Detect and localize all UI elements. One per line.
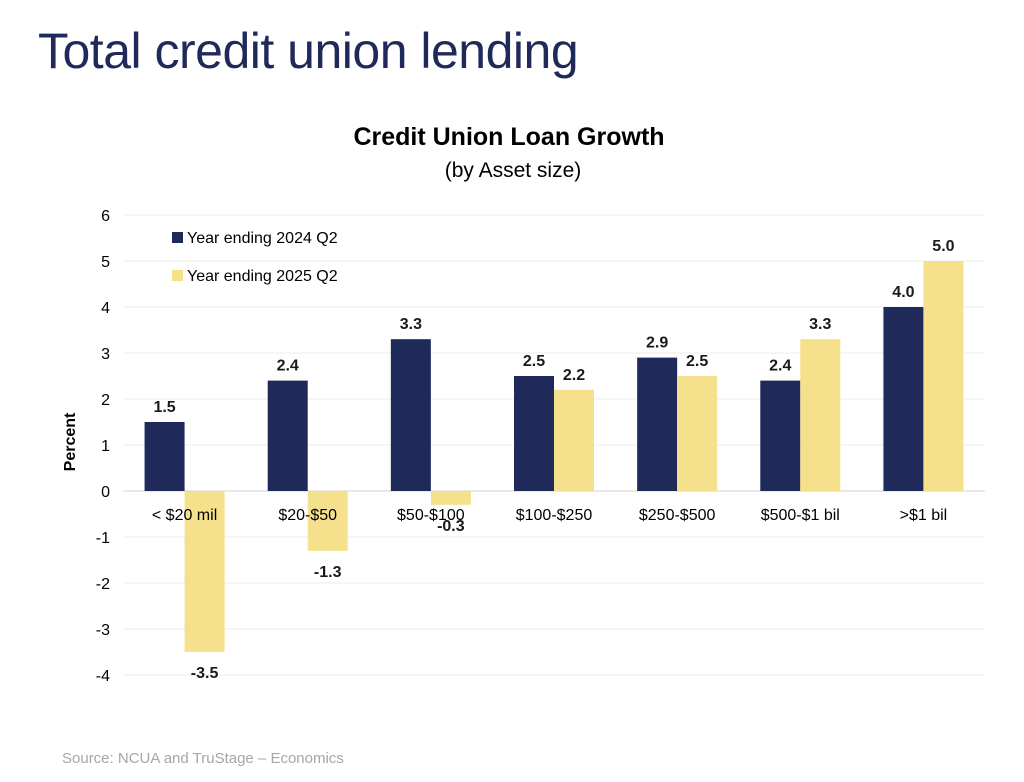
legend-label: Year ending 2024 Q2 xyxy=(187,230,338,247)
legend-swatch xyxy=(172,270,183,281)
bar xyxy=(677,376,718,491)
y-tick-label: 6 xyxy=(101,208,110,225)
data-label: 2.4 xyxy=(277,358,299,375)
data-labels: 1.5 -3.5 2.4 -1.3 3.3 -0.3 2.5 2.2 2.9 2.5 2.4 3.3 4… xyxy=(153,238,954,682)
data-label: 1.5 xyxy=(153,399,175,416)
y-tick-label: -4 xyxy=(96,668,110,685)
y-tick-label: 4 xyxy=(101,300,110,317)
y-tick-label: 2 xyxy=(101,392,110,409)
x-tick-label: $100-$250 xyxy=(516,507,593,524)
data-label: -3.5 xyxy=(191,665,219,682)
x-tick-label: $500-$1 bil xyxy=(761,507,840,524)
x-tick-label: $250-$500 xyxy=(639,507,716,524)
y-axis-label: Percent xyxy=(62,412,79,471)
source-note: Source: NCUA and TruStage – Economics xyxy=(62,750,344,767)
data-label: 2.2 xyxy=(563,367,585,384)
x-tick-label: >$1 bil xyxy=(900,507,948,524)
bar xyxy=(514,376,554,491)
bar xyxy=(184,491,225,652)
data-label: 3.3 xyxy=(400,316,422,333)
bars xyxy=(144,261,964,652)
chart-title: Credit Union Loan Growth xyxy=(353,123,664,151)
data-label: 4.0 xyxy=(892,284,914,301)
legend-label: Year ending 2025 Q2 xyxy=(187,268,338,285)
bar xyxy=(307,491,348,551)
x-tick-label: < $20 mil xyxy=(152,507,217,524)
y-tick-label: 5 xyxy=(101,254,110,271)
data-label: 2.5 xyxy=(523,353,545,370)
y-tick-label: -1 xyxy=(96,530,110,547)
data-label: 5.0 xyxy=(932,238,954,255)
data-label: -1.3 xyxy=(314,564,342,581)
bar xyxy=(883,307,924,491)
bar xyxy=(637,357,678,491)
bar xyxy=(430,491,471,505)
x-tick-labels: < $20 mil $20-$50 $50-$100 $100-$250 $250-$5… xyxy=(152,507,947,524)
x-tick-label: $20-$50 xyxy=(278,507,337,524)
data-label: 2.5 xyxy=(686,353,708,370)
data-label: 3.3 xyxy=(809,316,831,333)
bar xyxy=(760,380,801,491)
y-tick-label: 0 xyxy=(101,484,110,501)
data-label: 2.4 xyxy=(769,358,791,375)
y-tick-label: 1 xyxy=(101,438,110,455)
y-tick-label: -2 xyxy=(96,576,110,593)
chart-subtitle: (by Asset size) xyxy=(445,159,582,182)
bar xyxy=(554,389,594,491)
legend: Year ending 2024 Q2 Year ending 2025 Q2 xyxy=(172,230,338,285)
bar xyxy=(390,339,431,491)
data-label: -0.3 xyxy=(437,518,465,535)
data-label: 2.9 xyxy=(646,335,668,352)
slide-title: Total credit union lending xyxy=(38,23,579,79)
y-tick-label: 3 xyxy=(101,346,110,363)
bar xyxy=(144,422,185,491)
y-tick-labels: 6 5 4 3 2 1 0 -1 -2 -3 -4 xyxy=(96,208,110,685)
bar xyxy=(267,380,308,491)
y-tick-label: -3 xyxy=(96,622,110,639)
legend-swatch xyxy=(172,232,183,243)
bar xyxy=(923,261,964,491)
gridlines xyxy=(123,214,985,676)
bar xyxy=(800,339,841,491)
x-tick-label: $50-$100 xyxy=(397,507,465,524)
